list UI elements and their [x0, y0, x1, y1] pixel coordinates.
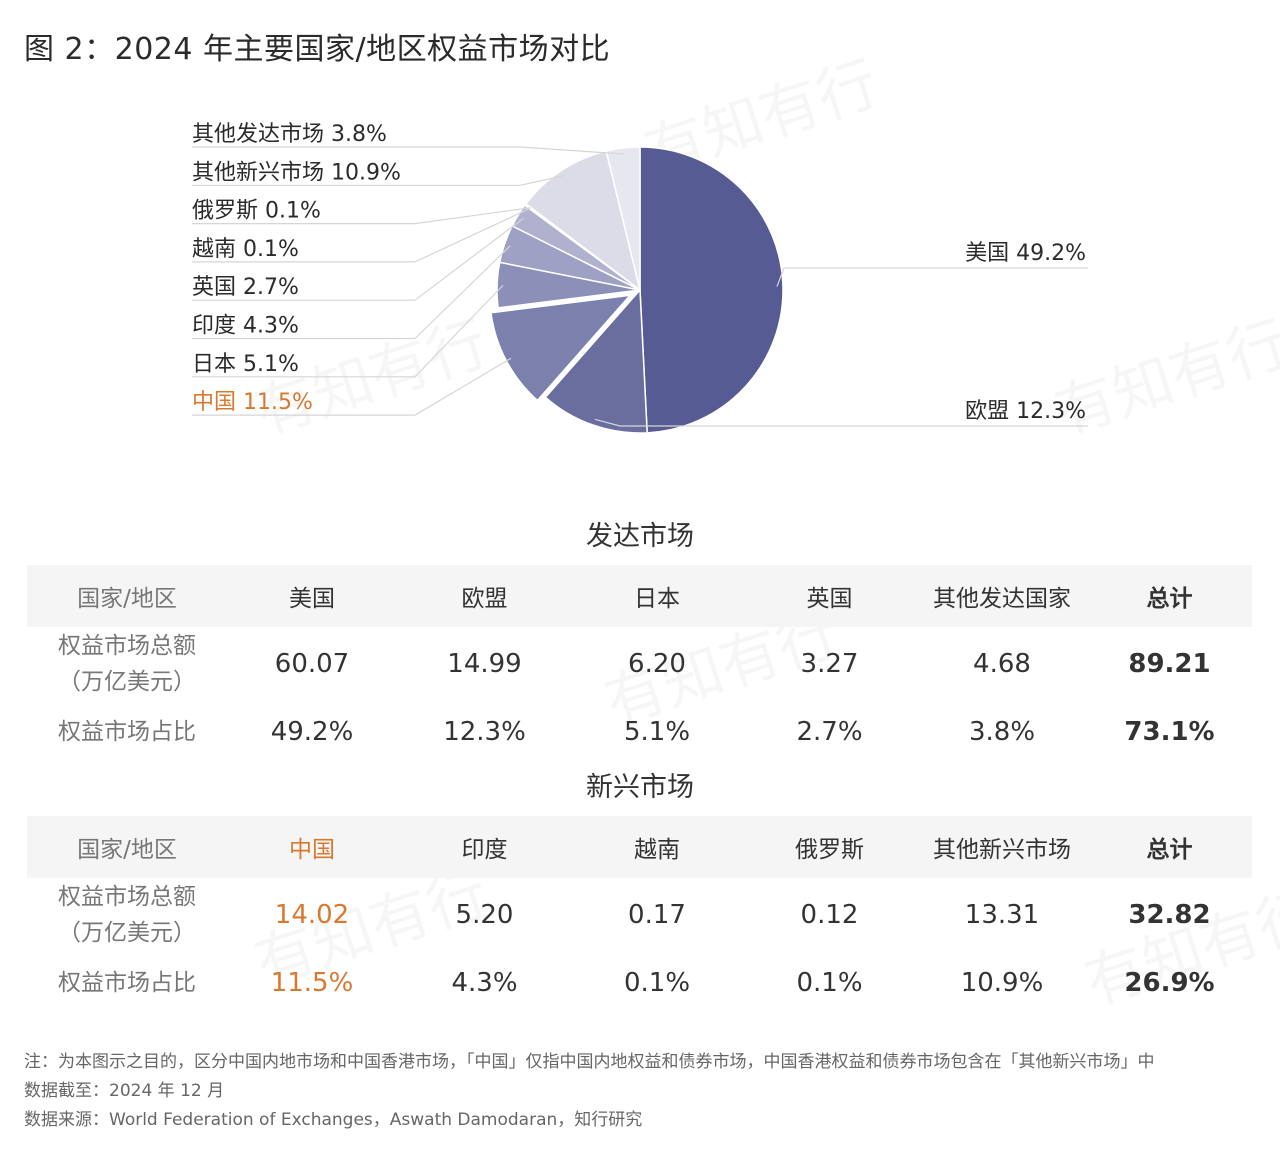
table-cell: 0.1%	[742, 952, 917, 1014]
leader-line	[777, 268, 1088, 287]
table-header: 总计	[1087, 565, 1252, 627]
table-header: 中国	[227, 816, 397, 878]
table-cell: 6.20	[572, 627, 742, 701]
table-cell: 0.1%	[572, 952, 742, 1014]
pie-label: 日本 5.1%	[192, 352, 299, 377]
table-header: 其他发达国家	[917, 565, 1087, 627]
table-cell: 10.9%	[917, 952, 1087, 1014]
row-label: 权益市场占比	[27, 952, 227, 1014]
table-header: 国家/地区	[27, 565, 227, 627]
table-row: 权益市场总额 （万亿美元） 14.02 5.20 0.17 0.12 13.31 …	[27, 878, 1252, 952]
table-cell: 5.20	[397, 878, 572, 952]
table-header: 日本	[572, 565, 742, 627]
table-cell: 4.68	[917, 627, 1087, 701]
table-header-row: 国家/地区 中国 印度 越南 俄罗斯 其他新兴市场 总计	[27, 816, 1252, 878]
emerging-table: 国家/地区 中国 印度 越南 俄罗斯 其他新兴市场 总计 权益市场总额 （万亿美元…	[27, 816, 1252, 1014]
data-date: 数据截至：2024 年 12 月	[24, 1077, 1155, 1106]
table-cell: 32.82	[1087, 878, 1252, 952]
table-header: 俄罗斯	[742, 816, 917, 878]
note-text: 注：为本图示之目的，区分中国内地市场和中国香港市场，「中国」仅指中国内地权益和债…	[24, 1048, 1155, 1077]
table-header: 欧盟	[397, 565, 572, 627]
table-header: 英国	[742, 565, 917, 627]
table-cell: 2.7%	[742, 701, 917, 763]
developed-section-title: 发达市场	[0, 514, 1280, 553]
table-cell: 3.27	[742, 627, 917, 701]
pie-label: 越南 0.1%	[192, 237, 299, 262]
table-cell: 14.02	[227, 878, 397, 952]
row-label: 权益市场总额 （万亿美元）	[27, 878, 227, 952]
table-cell: 0.17	[572, 878, 742, 952]
row-label-line: 权益市场总额	[58, 633, 196, 659]
table-cell: 26.9%	[1087, 952, 1252, 1014]
table-cell: 89.21	[1087, 627, 1252, 701]
table-cell: 11.5%	[227, 952, 397, 1014]
pie-label: 印度 4.3%	[192, 314, 299, 339]
page-title: 图 2：2024 年主要国家/地区权益市场对比	[24, 24, 610, 68]
table-header: 越南	[572, 816, 742, 878]
table-cell: 5.1%	[572, 701, 742, 763]
table-header: 美国	[227, 565, 397, 627]
pie-label: 中国 11.5%	[192, 390, 313, 415]
table-row: 权益市场占比 11.5% 4.3% 0.1% 0.1% 10.9% 26.9%	[27, 952, 1252, 1014]
table-header: 国家/地区	[27, 816, 227, 878]
table-cell: 0.12	[742, 878, 917, 952]
table-header-row: 国家/地区 美国 欧盟 日本 英国 其他发达国家 总计	[27, 565, 1252, 627]
table-cell: 13.31	[917, 878, 1087, 952]
table-cell: 3.8%	[917, 701, 1087, 763]
row-label-line: 权益市场总额	[58, 884, 196, 910]
row-label-line: （万亿美元）	[58, 920, 196, 946]
table-cell: 14.99	[397, 627, 572, 701]
pie-label: 其他新兴市场 10.9%	[192, 160, 401, 185]
pie-slice-美国	[640, 147, 783, 433]
emerging-section-title: 新兴市场	[0, 765, 1280, 804]
developed-table: 国家/地区 美国 欧盟 日本 英国 其他发达国家 总计 权益市场总额 （万亿美元）…	[27, 565, 1252, 763]
table-cell: 73.1%	[1087, 701, 1252, 763]
leader-line	[192, 147, 624, 154]
table-cell: 4.3%	[397, 952, 572, 1014]
pie-label: 其他发达市场 3.8%	[192, 122, 387, 147]
row-label-line: （万亿美元）	[58, 669, 196, 695]
table-cell: 60.07	[227, 627, 397, 701]
table-header: 印度	[397, 816, 572, 878]
row-label: 权益市场占比	[27, 701, 227, 763]
table-row: 权益市场占比 49.2% 12.3% 5.1% 2.7% 3.8% 73.1%	[27, 701, 1252, 763]
table-header: 其他新兴市场	[917, 816, 1087, 878]
table-header: 总计	[1087, 816, 1252, 878]
pie-label: 俄罗斯 0.1%	[192, 199, 321, 224]
pie-chart: 美国 49.2% 欧盟 12.3% 中国 11.5% 日本 5.1% 印度 4.3% 英国…	[0, 100, 1280, 450]
data-source: 数据来源：World Federation of Exchanges，Aswat…	[24, 1106, 1155, 1135]
pie-label: 美国 49.2%	[965, 241, 1086, 266]
pie-label: 英国 2.7%	[192, 275, 299, 300]
table-cell: 12.3%	[397, 701, 572, 763]
table-row: 权益市场总额 （万亿美元） 60.07 14.99 6.20 3.27 4.68 …	[27, 627, 1252, 701]
table-cell: 49.2%	[227, 701, 397, 763]
pie-label: 欧盟 12.3%	[965, 399, 1086, 424]
footnotes: 注：为本图示之目的，区分中国内地市场和中国香港市场，「中国」仅指中国内地权益和债…	[24, 1048, 1155, 1135]
row-label: 权益市场总额 （万亿美元）	[27, 627, 227, 701]
